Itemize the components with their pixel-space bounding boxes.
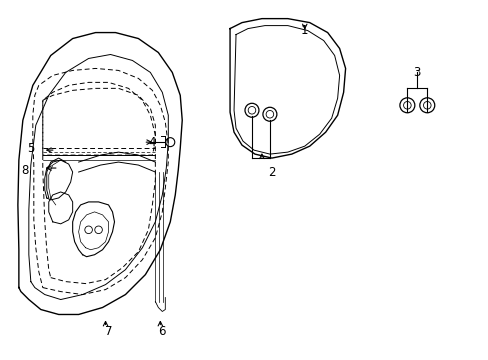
Text: 6: 6 [158,325,166,338]
Text: 5: 5 [27,141,35,155]
Text: 3: 3 [413,66,420,79]
Text: 2: 2 [267,166,275,179]
Text: 8: 8 [21,163,28,176]
Text: 4: 4 [148,136,156,149]
Text: 7: 7 [104,325,112,338]
Text: 1: 1 [301,24,308,37]
